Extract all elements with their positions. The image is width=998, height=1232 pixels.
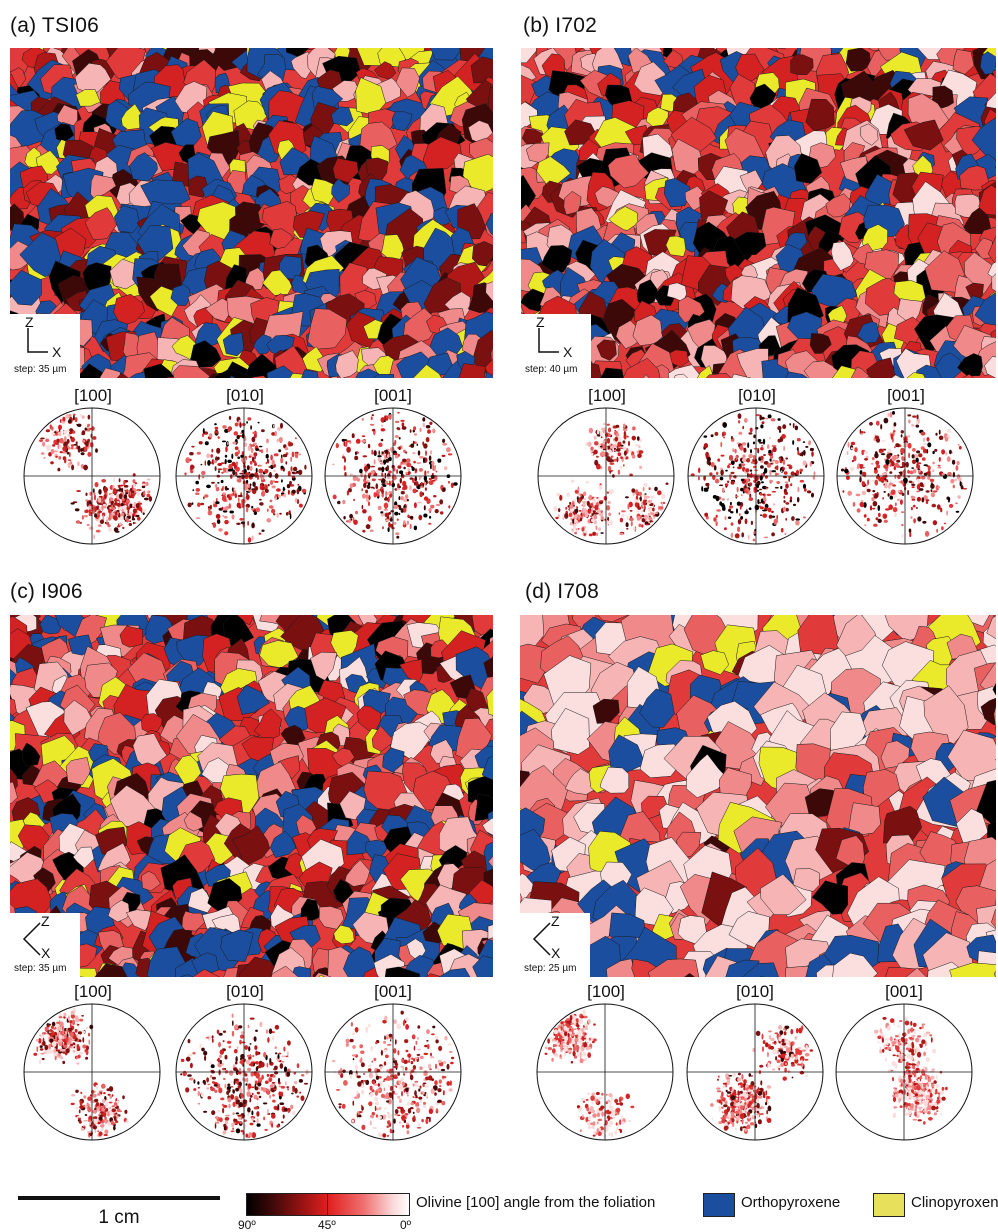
pole-figure-b-001 (835, 406, 975, 546)
pole-figure-a-100 (22, 406, 162, 546)
pf-label-a-100: [100] (53, 386, 133, 406)
scale-bar-label: 1 cm (18, 1207, 220, 1229)
pf-label-c-100: [100] (53, 982, 133, 1002)
colorbar-mid-tick (327, 1193, 328, 1216)
clinopyroxene-swatch (873, 1193, 905, 1217)
ebsd-map-c: Z X step: 35 µm (10, 615, 493, 977)
ebsd-map-d: Z X step: 25 µm (520, 615, 996, 977)
pf-label-d-010: [010] (715, 982, 795, 1002)
pole-figure-b-100 (536, 406, 676, 546)
axis-h-label: X (52, 344, 61, 360)
axis-h-label: X (551, 945, 560, 961)
grain-map-svg (10, 48, 493, 378)
axis-v-label: Z (536, 314, 545, 330)
pf-label-d-001: [001] (864, 982, 944, 1002)
olivine-colorbar (246, 1193, 410, 1216)
colorbar-tick-90: 90º (238, 1218, 256, 1232)
pf-label-a-010: [010] (205, 386, 285, 406)
pf-label-d-100: [100] (566, 982, 646, 1002)
grain-map-svg (10, 615, 493, 977)
ebsd-map-a: Z X step: 35 µm (10, 48, 493, 378)
pf-label-c-001: [001] (353, 982, 433, 1002)
panel-c-title: (c) I906 (10, 580, 83, 604)
pole-figure-a-010 (174, 406, 314, 546)
pole-figure-c-100 (22, 1002, 162, 1142)
pf-label-b-001: [001] (866, 386, 946, 406)
step-size-label: step: 35 µm (14, 963, 66, 974)
pole-figure-a-001 (323, 406, 463, 546)
pole-figure-d-001 (834, 1002, 974, 1142)
colorbar-tick-0: 0º (400, 1218, 411, 1232)
pole-figure-c-010 (174, 1002, 314, 1142)
colorbar-tick-45: 45º (318, 1218, 336, 1232)
grain-map-svg (521, 48, 996, 378)
panel-a-title: (a) TSI06 (10, 14, 99, 38)
pf-label-b-010: [010] (717, 386, 797, 406)
panel-d-title: (d) I708 (525, 580, 599, 604)
pole-figure-d-010 (685, 1002, 825, 1142)
clinopyroxene-label: Clinopyroxene (911, 1194, 998, 1211)
pole-figure-d-100 (535, 1002, 675, 1142)
axis-v-label: Z (41, 913, 50, 929)
orthopyroxene-label: Orthopyroxene (741, 1194, 840, 1211)
orthopyroxene-swatch (703, 1193, 735, 1217)
pf-label-a-001: [001] (353, 386, 433, 406)
pf-label-b-100: [100] (567, 386, 647, 406)
pole-figure-b-010 (686, 406, 826, 546)
ebsd-map-b: Z X step: 40 µm (521, 48, 996, 378)
pf-label-c-010: [010] (205, 982, 285, 1002)
scale-bar (18, 1196, 220, 1200)
axis-indicator-c: Z X step: 35 µm (10, 913, 80, 977)
pole-figure-c-001 (323, 1002, 463, 1142)
grain-map-svg (520, 615, 996, 977)
axis-v-label: Z (551, 913, 560, 929)
axis-indicator-a: Z X step: 35 µm (10, 314, 80, 378)
panel-b-title: (b) I702 (523, 14, 597, 38)
axis-h-label: X (563, 344, 572, 360)
colorbar-label: Olivine [100] angle from the foliation (416, 1194, 655, 1211)
axis-v-label: Z (25, 314, 34, 330)
step-size-label: step: 40 µm (525, 364, 577, 375)
step-size-label: step: 25 µm (524, 963, 576, 974)
step-size-label: step: 35 µm (14, 364, 66, 375)
axis-indicator-b: Z X step: 40 µm (521, 314, 591, 378)
axis-indicator-d: Z X step: 25 µm (520, 913, 590, 977)
axis-h-label: X (41, 945, 50, 961)
